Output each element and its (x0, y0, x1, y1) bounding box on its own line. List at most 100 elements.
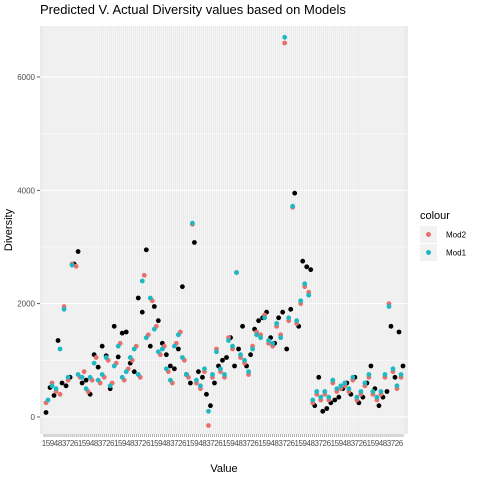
point-mod1 (131, 346, 137, 352)
point-mod1 (354, 394, 360, 400)
point-mod1 (159, 346, 165, 352)
x-tick-label: 4 (270, 439, 275, 448)
chart-title: Predicted V. Actual Diversity values bas… (40, 2, 346, 17)
x-tick-label: 2 (142, 439, 147, 448)
point-actual (179, 284, 185, 290)
x-tick-label: 8 (202, 439, 207, 448)
x-tick-label: 2 (106, 439, 111, 448)
point-actual (288, 306, 294, 312)
x-tick-label: 9 (194, 439, 199, 448)
point-actual (51, 393, 57, 398)
point-mod2 (206, 423, 211, 428)
point-actual (396, 329, 402, 335)
point-mod1 (238, 352, 243, 358)
point-actual (63, 383, 69, 389)
point-actual (392, 374, 398, 380)
x-tick-label: 1 (222, 439, 227, 448)
point-mod1 (111, 363, 117, 369)
x-tick-label: 4 (379, 439, 384, 448)
x-tick-label: 1 (114, 439, 119, 448)
point-mod1 (306, 292, 312, 298)
point-mod2 (282, 40, 288, 46)
point-actual (200, 374, 205, 380)
point-mod1 (91, 360, 97, 366)
x-tick-label: 7 (319, 439, 324, 448)
point-actual (75, 249, 81, 254)
x-tick-label: 3 (134, 439, 139, 448)
point-actual (220, 357, 225, 363)
point-mod1 (250, 346, 255, 352)
point-mod1 (57, 346, 63, 352)
x-tick-label: 6 (74, 439, 79, 448)
point-actual (119, 330, 125, 336)
point-mod1 (183, 372, 189, 377)
point-mod1 (210, 372, 215, 377)
point-mod2 (57, 391, 63, 397)
point-mod1 (362, 380, 368, 386)
x-tick-label: 2 (395, 439, 400, 448)
point-mod1 (246, 369, 251, 375)
y-tick-label: 4000 (17, 186, 35, 195)
point-mod2 (73, 263, 79, 269)
point-mod1 (334, 386, 340, 392)
point-actual (292, 190, 298, 196)
x-tick-label: 5 (335, 439, 340, 448)
x-tick-label: 3 (351, 439, 356, 448)
point-actual (143, 247, 149, 253)
point-mod2 (81, 369, 87, 375)
point-mod1 (179, 355, 185, 360)
x-tick-label: 8 (166, 439, 171, 448)
point-mod1 (282, 34, 288, 40)
x-tick-label: 8 (58, 439, 63, 448)
x-tick-label: 2 (359, 439, 364, 448)
point-mod1 (322, 389, 328, 394)
point-actual (123, 329, 129, 335)
x-tick-label: 4 (90, 439, 95, 448)
x-tick-label: 8 (383, 439, 388, 448)
point-mod1 (167, 377, 173, 383)
point-actual (55, 338, 61, 343)
point-mod1 (386, 304, 392, 309)
point-mod1 (222, 372, 227, 377)
y-tick-label: 6000 (17, 73, 35, 82)
x-tick-label: 5 (190, 439, 195, 448)
legend-title: colour (420, 210, 450, 222)
y-gridlines (40, 76, 408, 418)
x-tick-label: 9 (50, 439, 55, 448)
point-actual (115, 354, 121, 360)
point-mod1 (119, 374, 125, 380)
legend-dot-mod1 (426, 250, 431, 255)
x-tick-label: 7 (355, 439, 360, 448)
point-mod1 (398, 372, 404, 377)
x-tick-label: 6 (146, 439, 151, 448)
point-actual (151, 304, 157, 309)
point-actual (232, 363, 237, 369)
point-mod1 (214, 349, 219, 355)
x-tick-label: 8 (274, 439, 279, 448)
point-actual (59, 380, 65, 386)
point-mod1 (147, 295, 153, 301)
point-actual (276, 315, 282, 321)
x-tick-label: 7 (138, 439, 143, 448)
point-mod1 (382, 372, 388, 377)
point-mod1 (262, 315, 268, 321)
point-actual (83, 377, 89, 383)
point-mod1 (302, 281, 308, 287)
point-mod1 (270, 340, 276, 346)
point-actual (320, 408, 326, 414)
point-mod1 (151, 326, 157, 332)
point-mod1 (163, 366, 169, 372)
point-actual (175, 346, 181, 352)
point-actual (324, 406, 330, 411)
x-tick-label: 9 (158, 439, 163, 448)
point-actual (111, 323, 117, 329)
x-tick-label: 1 (78, 439, 83, 448)
point-mod1 (198, 383, 203, 389)
point-actual (135, 295, 141, 301)
point-actual (236, 346, 241, 352)
point-mod1 (266, 338, 272, 343)
point-mod1 (75, 372, 81, 377)
point-actual (139, 309, 145, 315)
x-tick-label: 7 (210, 439, 215, 448)
